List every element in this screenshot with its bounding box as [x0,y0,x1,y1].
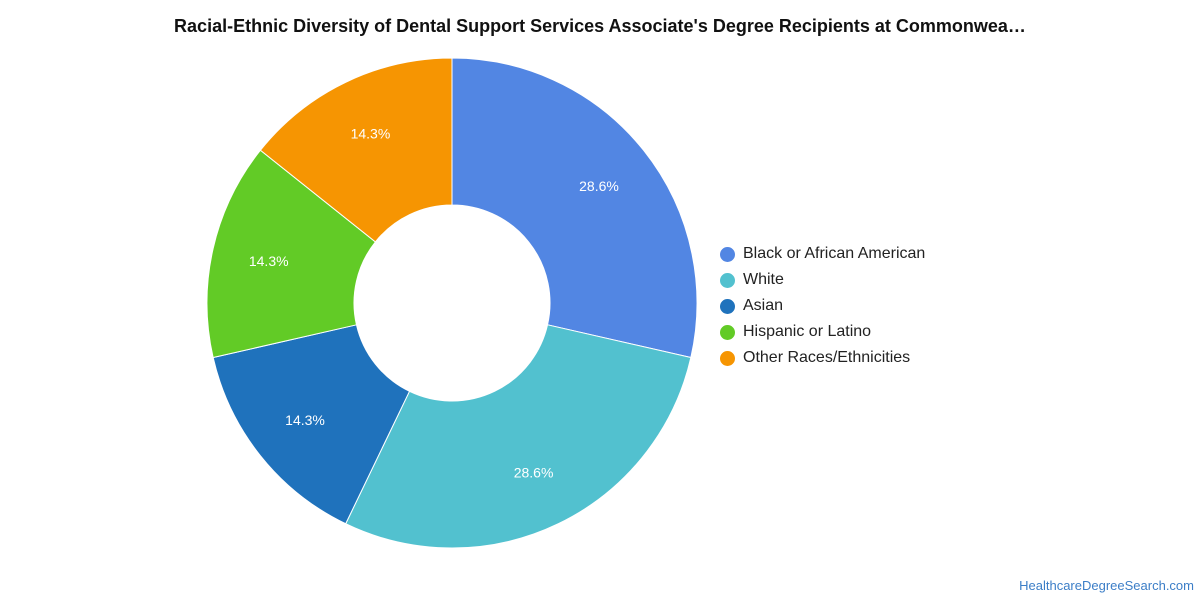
chart-title: Racial-Ethnic Diversity of Dental Suppor… [174,16,1026,36]
legend-swatch-icon [720,246,735,262]
slice-label-asian: 14.3% [285,412,325,428]
legend-item-white[interactable]: White [720,267,925,293]
slice-label-white: 28.6% [514,464,554,480]
slice-white[interactable] [345,324,692,549]
slice-label-hispanic-or-latino: 14.3% [249,253,289,269]
slice-label-other-races-ethnicities: 14.3% [351,126,391,142]
legend-item-hispanic-or-latino[interactable]: Hispanic or Latino [720,319,925,345]
slice-label-black-or-african-american: 28.6% [579,178,619,194]
slice-other-races-ethnicities[interactable] [259,57,453,243]
legend-item-asian[interactable]: Asian [720,293,925,319]
slice-black-or-african-american[interactable] [451,57,698,359]
legend-item-black-or-african-american[interactable]: Black or African American [720,241,925,267]
legend-label: Other Races/Ethnicities [743,349,911,366]
slice-hispanic-or-latino[interactable] [206,149,377,359]
legend-label: Hispanic or Latino [743,323,872,340]
legend-swatch-icon [720,272,735,288]
legend-label: Black or African American [743,245,926,262]
legend-label: Asian [743,297,784,314]
chart-legend: Black or African American White Asian Hispa… [720,241,925,371]
legend-label: White [743,271,784,288]
legend-swatch-icon [720,350,735,366]
source-link[interactable]: HealthcareDegreeSearch.com [1019,578,1194,593]
legend-swatch-icon [720,298,735,314]
slice-asian[interactable] [212,324,411,525]
legend-swatch-icon [720,324,735,340]
legend-item-other-races-ethnicities[interactable]: Other Races/Ethnicities [720,345,925,371]
